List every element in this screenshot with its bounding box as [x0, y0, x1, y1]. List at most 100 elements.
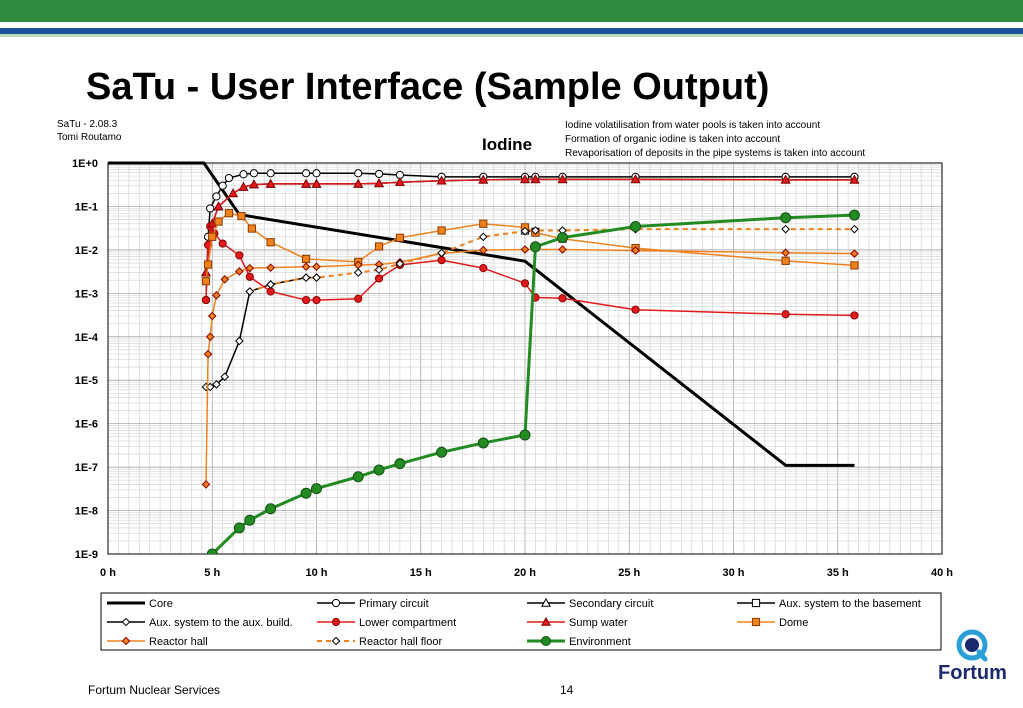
data-point	[331, 636, 341, 646]
legend-label: Lower compartment	[359, 617, 456, 629]
data-point	[266, 263, 275, 272]
data-point	[201, 295, 211, 305]
legend-label: Aux. system to the basement	[779, 598, 921, 610]
page-number: 14	[560, 683, 574, 697]
data-point	[631, 246, 640, 255]
data-point	[220, 372, 230, 382]
x-tick-label: 25 h	[618, 567, 640, 579]
data-point	[311, 178, 322, 188]
data-point	[520, 245, 530, 254]
legend-label: Primary circuit	[359, 598, 429, 610]
data-point	[850, 249, 859, 258]
x-tick-label: 35 h	[827, 567, 849, 579]
data-point	[301, 273, 311, 282]
data-point	[312, 169, 321, 178]
data-point	[201, 277, 211, 286]
data-point	[354, 294, 363, 303]
data-point	[374, 178, 384, 188]
data-point	[206, 204, 215, 213]
data-point	[203, 349, 213, 359]
top-light-band	[0, 34, 1023, 37]
data-point	[374, 265, 384, 275]
data-point	[331, 598, 341, 608]
data-point	[214, 217, 223, 226]
note-revaporisation: Revaporisation of deposits in the pipe s…	[565, 148, 866, 159]
data-point	[266, 238, 275, 247]
data-point	[479, 264, 488, 273]
data-point	[312, 262, 321, 272]
data-point	[266, 169, 275, 178]
data-point	[557, 174, 568, 184]
series-core	[108, 161, 855, 467]
data-point	[436, 446, 448, 458]
y-tick-label: 1E-3	[75, 288, 98, 300]
series-line	[205, 172, 855, 301]
data-point	[541, 597, 551, 607]
data-point	[541, 616, 551, 626]
legend-item: Secondary circuit	[527, 597, 653, 610]
data-point	[206, 548, 218, 554]
note-organic-iodine: Formation of organic iodine is taken int…	[565, 134, 781, 145]
data-point	[557, 232, 569, 244]
series-aux-system-to-the-aux-build-	[201, 273, 321, 392]
data-point	[245, 287, 255, 296]
series-sump-water	[201, 174, 860, 277]
legend-item: Core	[107, 598, 173, 610]
data-point	[245, 263, 255, 273]
x-tick-label: 20 h	[514, 567, 536, 579]
data-point	[212, 192, 221, 201]
data-point	[235, 251, 244, 260]
x-tick-label: 0 h	[100, 567, 116, 579]
fortum-logo-icon	[956, 629, 988, 662]
legend-label: Aux. system to the aux. build.	[149, 617, 293, 629]
data-point	[520, 279, 530, 288]
data-point	[301, 295, 311, 305]
data-point	[478, 245, 488, 255]
legend-label: Secondary circuit	[569, 598, 653, 610]
data-point	[394, 458, 406, 470]
y-tick-label: 1E-2	[75, 245, 98, 257]
data-point	[121, 617, 131, 627]
data-point	[631, 305, 640, 314]
author-label: Tomi Routamo	[57, 132, 122, 143]
data-point	[235, 336, 244, 346]
y-tick-label: 1E-7	[75, 462, 98, 474]
x-tick-label: 5 h	[204, 567, 220, 579]
data-point	[373, 464, 385, 476]
data-point	[781, 310, 790, 319]
legend-label: Reactor hall	[149, 636, 208, 648]
data-point	[224, 209, 234, 218]
chart-legend: Core Primary circuit Secondary circuit Aux.…	[100, 592, 942, 651]
data-point	[224, 173, 234, 183]
data-point	[300, 487, 312, 499]
slide-title: SaTu - User Interface (Sample Output)	[86, 66, 770, 108]
data-point	[630, 221, 642, 233]
data-point	[218, 181, 227, 190]
data-point	[235, 267, 244, 276]
data-point	[203, 260, 213, 269]
series-line	[108, 161, 855, 467]
legend-item: Lower compartment	[317, 617, 456, 629]
data-point	[520, 226, 530, 236]
legend-item: Aux. system to the aux. build.	[107, 617, 293, 629]
x-tick-label: 15 h	[410, 567, 432, 579]
data-point	[630, 174, 641, 184]
version-label: SaTu - 2.08.3	[57, 119, 118, 130]
data-point	[541, 636, 551, 646]
legend-box	[100, 592, 942, 651]
data-point	[849, 174, 860, 184]
series-environment	[206, 209, 860, 554]
y-tick-label: 1E-6	[75, 419, 98, 431]
legend-item: Aux. system to the basement	[737, 598, 921, 610]
data-point	[208, 232, 217, 241]
y-tick-label: 1E-9	[75, 549, 98, 561]
data-point	[850, 224, 859, 234]
data-point	[780, 174, 791, 184]
data-point	[519, 429, 531, 441]
data-point	[207, 311, 217, 321]
legend-item: Dome	[737, 617, 808, 629]
data-point	[312, 295, 321, 305]
x-tick-label: 30 h	[722, 567, 744, 579]
data-point	[301, 262, 311, 272]
data-point	[394, 177, 405, 187]
